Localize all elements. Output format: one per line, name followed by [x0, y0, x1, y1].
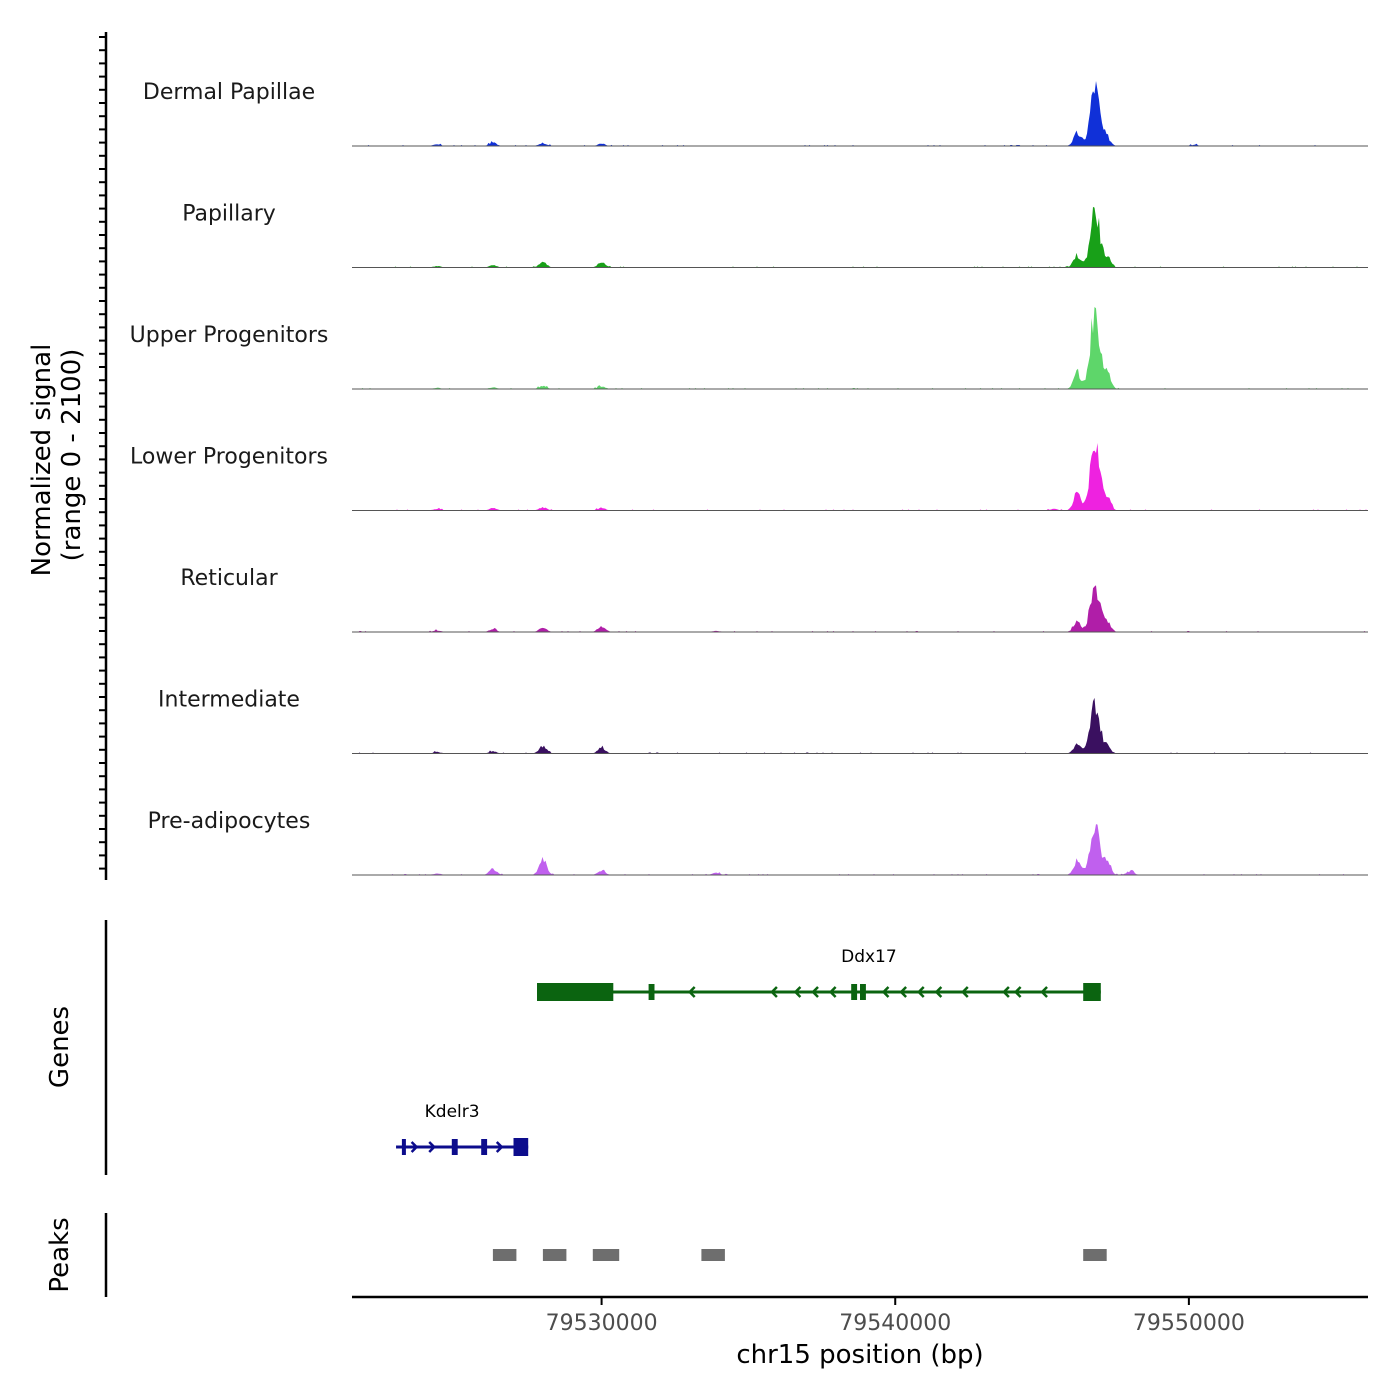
peak-region: [492, 1249, 517, 1261]
track-reticular: Reticular: [180, 566, 1368, 633]
peaks-panel-label: Peaks: [45, 1217, 75, 1292]
x-tick-label: 79550000: [1133, 1311, 1245, 1336]
x-axis-ticks: 79530000 79540000 79550000: [546, 1297, 1245, 1336]
gene-exon: [481, 1139, 488, 1155]
track-label: Lower Progenitors: [130, 445, 328, 470]
gene-strand-arrow: [428, 1141, 436, 1153]
gene-exon: [451, 1139, 458, 1155]
gene-track: Ddx17 Kdelr3: [396, 947, 1101, 1156]
x-axis-title: chr15 position (bp): [736, 1340, 983, 1370]
y-axis-title-line1: Normalized signal: [27, 344, 57, 577]
signal-area: [352, 697, 1368, 754]
gene-strand-arrow: [793, 986, 802, 998]
gene-strand-arrow: [916, 986, 925, 998]
gene-exon: [401, 1139, 406, 1155]
gene-label: Kdelr3: [425, 1102, 480, 1122]
track-label: Intermediate: [158, 688, 300, 713]
gene-ddx17: Ddx17: [536, 947, 1101, 1001]
peak-track: [492, 1249, 1107, 1261]
signal-area: [352, 585, 1368, 632]
x-tick-label: 79530000: [546, 1311, 658, 1336]
gene-strand-arrow: [899, 986, 907, 998]
signal-y-axis: [99, 32, 108, 880]
gene-strand-arrow: [811, 986, 819, 998]
gene-exon: [513, 1138, 529, 1156]
track-label: Papillary: [182, 202, 276, 227]
track-label: Reticular: [180, 566, 278, 591]
gene-exon: [648, 984, 655, 1000]
track-label: Pre-adipocytes: [148, 809, 311, 834]
y-axis-title-line2: (range 0 - 2100): [57, 349, 87, 562]
signal-area: [352, 81, 1368, 146]
gene-label: Ddx17: [841, 947, 897, 967]
track-intermediate: Intermediate: [158, 688, 1368, 754]
genes-panel-label: Genes: [45, 1006, 75, 1088]
signal-area: [352, 824, 1368, 875]
gene-strand-arrow: [770, 986, 778, 998]
signal-area: [352, 206, 1368, 268]
gene-strand-arrow: [934, 986, 943, 998]
signal-area: [352, 307, 1368, 389]
gene-kdelr3: Kdelr3: [396, 1102, 529, 1156]
track-pre-adipocytes: Pre-adipocytes: [148, 809, 1368, 876]
peak-region: [592, 1249, 620, 1261]
gene-strand-arrow: [410, 1141, 419, 1153]
track-upper-progenitors: Upper Progenitors: [130, 307, 1368, 390]
gene-exon: [860, 984, 866, 1000]
gene-strand-arrow: [1002, 986, 1010, 998]
gene-strand-arrow: [495, 1141, 504, 1153]
gene-strand-arrow: [687, 986, 696, 998]
track-label: Dermal Papillae: [143, 80, 315, 105]
signal-tracks: Dermal Papillae Papillary Upper Progenitor…: [130, 80, 1368, 876]
peak-region: [542, 1249, 567, 1261]
track-label: Upper Progenitors: [130, 323, 329, 348]
gene-strand-arrow: [1040, 986, 1048, 998]
gene-exon: [1083, 983, 1101, 1001]
gene-strand-arrow: [961, 986, 969, 998]
gene-exon: [851, 984, 858, 1000]
track-dermal-papillae: Dermal Papillae: [143, 80, 1368, 147]
track-lower-progenitors: Lower Progenitors: [130, 443, 1368, 511]
gene-strand-arrow: [1013, 986, 1022, 998]
peak-region: [1083, 1249, 1107, 1261]
track-papillary: Papillary: [182, 202, 1368, 268]
gene-strand-arrow: [881, 986, 890, 998]
gene-exon: [537, 983, 614, 1001]
signal-area: [352, 443, 1368, 511]
gene-strand-arrow: [828, 986, 837, 998]
peak-region: [701, 1249, 725, 1261]
x-tick-label: 79540000: [839, 1311, 951, 1336]
